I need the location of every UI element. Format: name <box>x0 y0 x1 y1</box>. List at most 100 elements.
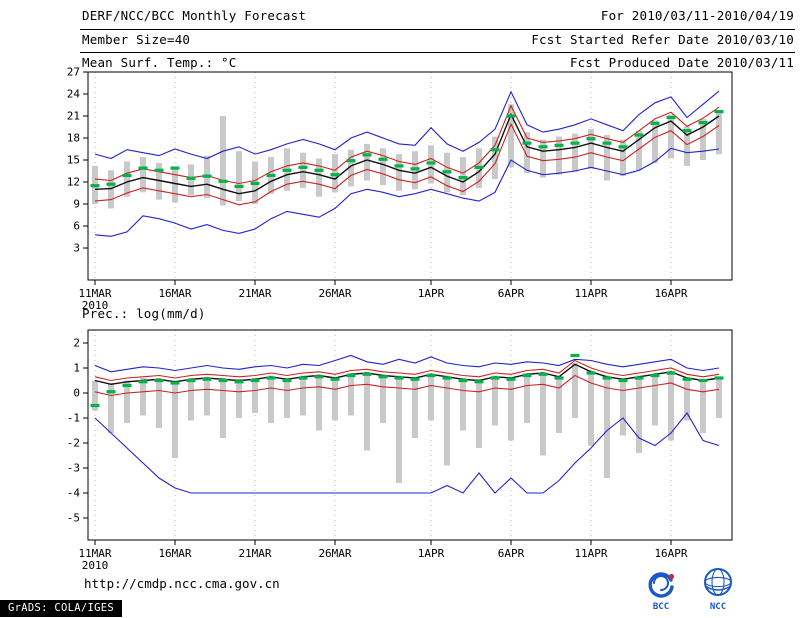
median-tick <box>506 114 516 118</box>
series-upper-red-line <box>94 104 720 185</box>
spread-bar <box>492 136 498 180</box>
spread-bar <box>556 136 562 175</box>
spread-bar <box>300 375 306 416</box>
fcst-produced-label: Fcst Produced Date 2010/03/11 <box>569 55 794 70</box>
spread-bar <box>364 143 370 181</box>
y-tick-label: 21 <box>67 110 80 123</box>
median-tick <box>154 378 164 383</box>
spread-bar <box>668 114 674 159</box>
x-tick-label: 11MAR <box>78 547 111 560</box>
spread-bar <box>508 376 514 441</box>
median-tick <box>634 376 644 380</box>
ncc-logo-label: NCC <box>709 602 727 612</box>
median-tick <box>106 390 116 394</box>
header-divider-1 <box>80 29 795 30</box>
median-tick <box>442 170 452 174</box>
spread-bar <box>124 161 130 197</box>
spread-bar <box>124 380 130 423</box>
temperature-chart: 3 6 9 12 15 18 21 24 27 11MAR 16MAR 21MAR 26MAR 1APR 6… <box>67 66 733 310</box>
median-tick <box>202 377 212 381</box>
spread-bar <box>300 152 306 188</box>
spread-bar <box>108 170 114 209</box>
median-tick <box>330 173 340 177</box>
spread-bar <box>108 383 114 433</box>
spread-bar <box>316 158 322 197</box>
median-tick <box>554 376 564 380</box>
median-tick <box>474 165 484 169</box>
median-tick <box>138 380 148 384</box>
spread-bar <box>524 132 530 174</box>
median-tick <box>106 182 116 186</box>
y-tick-label: 6 <box>73 220 80 233</box>
spread-bar <box>380 374 386 423</box>
spread-bar <box>572 133 578 172</box>
y-tick-label: 15 <box>67 154 80 167</box>
median-tick <box>650 373 660 378</box>
x-tick-label: 6APR <box>498 287 525 300</box>
spread-bar <box>348 149 354 187</box>
median-tick <box>618 145 628 149</box>
spread-bar <box>636 130 642 171</box>
x-tick-label: 11MAR <box>78 287 111 300</box>
median-tick <box>266 173 276 178</box>
spread-bar <box>220 378 226 438</box>
member-size-label: Member Size=40 <box>82 32 191 47</box>
spread-bar <box>156 378 162 428</box>
spread-bar <box>236 151 242 202</box>
median-tick <box>426 161 436 165</box>
y-tick-label: -4 <box>67 487 81 500</box>
spread-bar <box>716 110 722 155</box>
spread-bar <box>412 376 418 438</box>
chart-frame <box>87 329 733 541</box>
median-tick <box>250 378 260 383</box>
fcst-started-label: Fcst Started Refer Date 2010/03/10 <box>531 32 794 47</box>
spread-bar <box>236 379 242 418</box>
series-upper-blue-line <box>94 354 720 373</box>
spread-bar <box>140 157 146 193</box>
median-tick <box>586 371 596 375</box>
series-lower-blue-line <box>94 147 720 237</box>
bcc-logo-label: BCC <box>652 602 670 612</box>
y-tick-label: 12 <box>67 176 80 189</box>
median-tick <box>602 141 612 145</box>
spread-bar <box>476 379 482 448</box>
median-tick <box>650 121 660 125</box>
temperature-panel-title: Mean Surf. Temp.: °C <box>82 55 237 70</box>
series-lower-blue-line <box>94 412 720 494</box>
spread-bar <box>156 162 162 200</box>
median-tick <box>522 141 532 145</box>
median-tick <box>90 184 100 188</box>
median-tick <box>186 378 196 383</box>
median-tick <box>698 378 708 383</box>
page-title: DERF/NCC/BCC Monthly Forecast <box>82 8 307 23</box>
header-row-1: DERF/NCC/BCC Monthly Forecast For 2010/0… <box>82 8 794 23</box>
spread-bar <box>140 378 146 416</box>
median-tick <box>234 380 244 384</box>
y-tick-label: 2 <box>73 337 80 350</box>
spread-bar <box>668 370 674 441</box>
x-tick-label: 26MAR <box>318 547 351 560</box>
median-tick <box>602 376 612 380</box>
y-tick-label: -2 <box>67 437 80 450</box>
ncc-logo-icon <box>704 568 732 596</box>
median-tick <box>346 373 356 378</box>
median-tick <box>682 377 692 381</box>
spread-bar <box>700 379 706 433</box>
median-tick <box>618 378 628 383</box>
y-tick-label: -3 <box>67 462 80 475</box>
spread-bar <box>508 104 514 168</box>
grads-credit: GrADS: COLA/IGES <box>0 600 122 617</box>
median-tick <box>586 137 596 141</box>
median-tick <box>490 376 500 380</box>
median-tick <box>154 168 164 172</box>
median-tick <box>698 121 708 125</box>
median-tick <box>394 164 404 168</box>
spread-bar <box>620 139 626 177</box>
median-tick <box>666 371 676 375</box>
median-tick <box>394 376 404 380</box>
spread-bar <box>652 120 658 163</box>
ncc-logo: NCC <box>692 566 744 612</box>
median-tick <box>362 153 372 157</box>
spread-bar <box>716 376 722 418</box>
